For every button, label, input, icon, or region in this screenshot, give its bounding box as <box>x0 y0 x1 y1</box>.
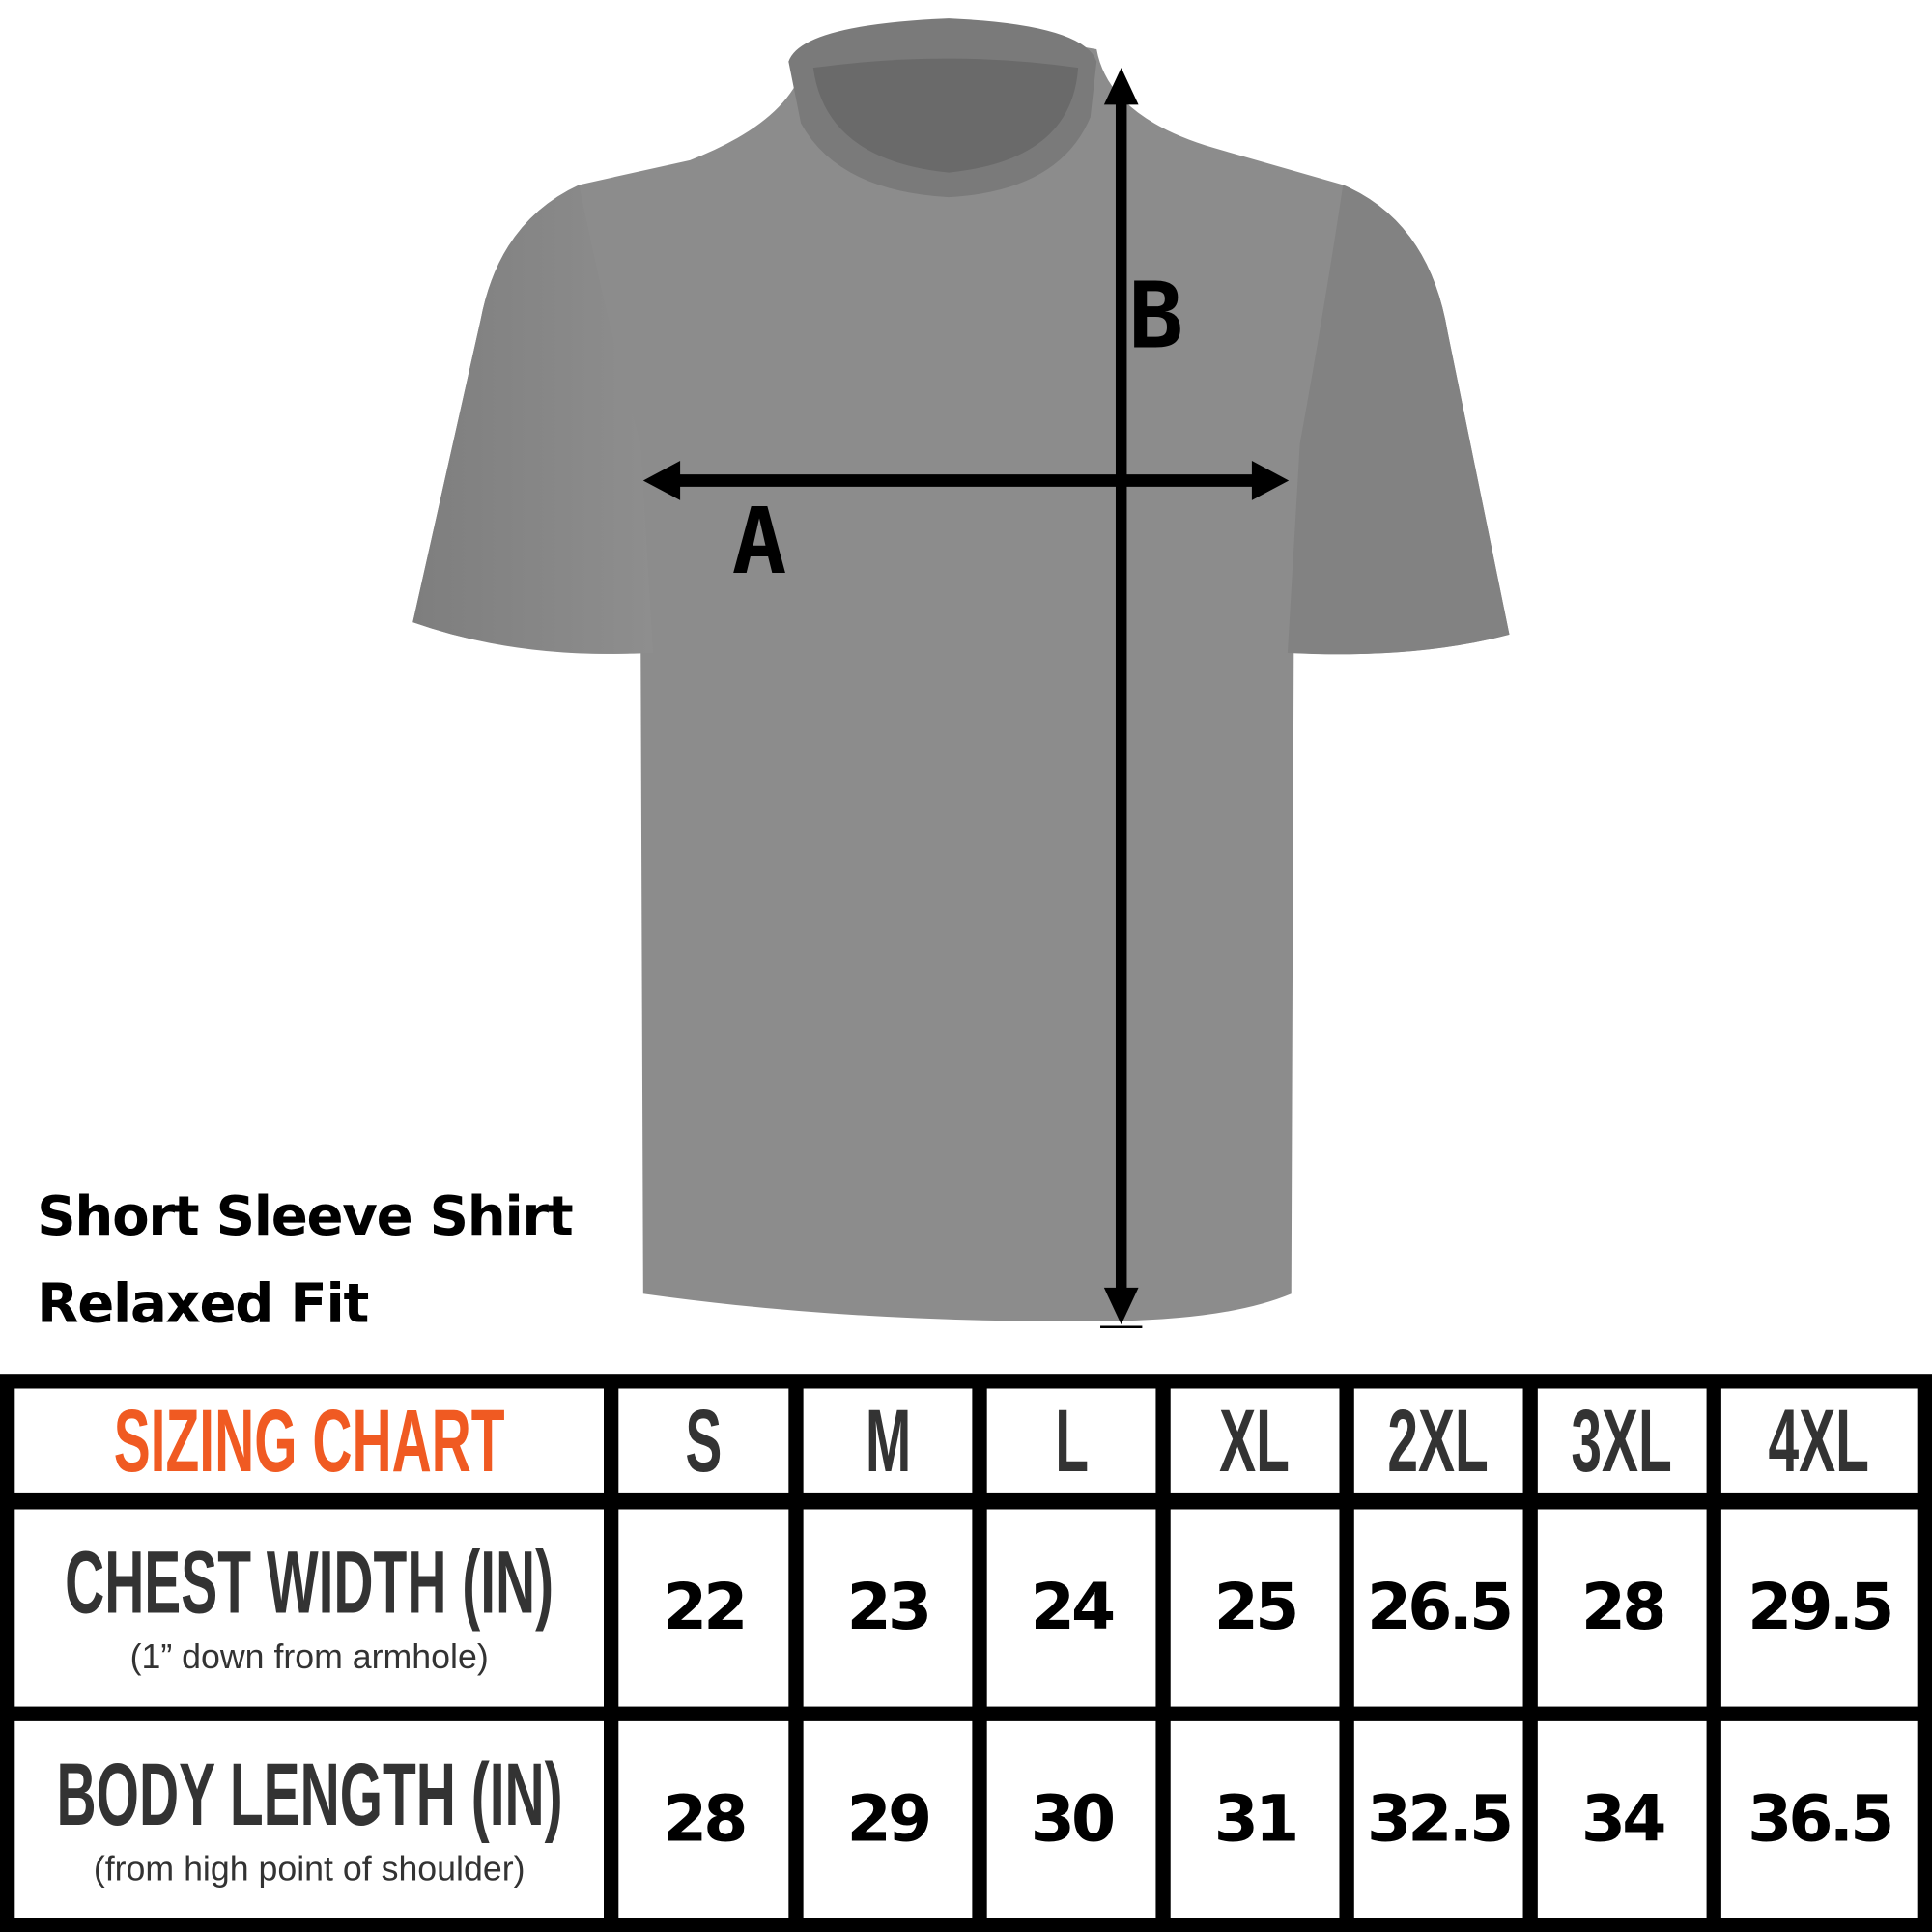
chest-value-cell: 25 <box>1170 1509 1340 1707</box>
sizing-chart-heading: SIZING CHART <box>113 1391 505 1491</box>
sizing-table: SIZING CHART S M L XL 2XL 3XL 4XL CHEST … <box>0 1374 1932 1932</box>
measure-b-arrow <box>1100 68 1143 1328</box>
chest-value: 24 <box>1030 1571 1117 1645</box>
chest-value: 22 <box>662 1571 749 1645</box>
measure-a-label: A <box>732 489 787 595</box>
length-value: 31 <box>1213 1782 1300 1858</box>
chest-value-cell: 24 <box>986 1509 1156 1707</box>
length-value-cell: 32.5 <box>1353 1720 1523 1918</box>
length-value-cell: 34 <box>1537 1720 1707 1918</box>
body-length-note: (from high point of shoulder) <box>93 1849 526 1889</box>
length-value: 34 <box>1580 1782 1667 1858</box>
size-header: M <box>803 1388 973 1493</box>
chest-value-cell: 26.5 <box>1353 1509 1523 1707</box>
size-label: 4XL <box>1769 1391 1870 1491</box>
chest-width-label-cell: CHEST WIDTH (IN) (1” down from armhole) <box>14 1509 604 1707</box>
chest-value: 28 <box>1580 1571 1667 1645</box>
size-header: XL <box>1170 1388 1340 1493</box>
product-title: Short Sleeve Shirt <box>37 1185 573 1249</box>
chest-value-cell: 23 <box>803 1509 973 1707</box>
chest-value-cell: 29.5 <box>1720 1509 1918 1707</box>
body-length-label-cell: BODY LENGTH (IN) (from high point of sho… <box>14 1720 604 1918</box>
right-sleeve <box>1287 185 1510 655</box>
shirt-body <box>412 37 1510 1321</box>
size-label: 3XL <box>1571 1391 1673 1491</box>
chest-value: 29.5 <box>1747 1571 1894 1645</box>
chest-width-note: (1” down from armhole) <box>129 1637 489 1676</box>
size-header: 3XL <box>1537 1388 1707 1493</box>
length-value-cell: 28 <box>618 1720 789 1918</box>
size-header: 2XL <box>1353 1388 1523 1493</box>
size-label: 2XL <box>1387 1391 1490 1491</box>
length-value-cell: 36.5 <box>1720 1720 1918 1918</box>
size-label: M <box>865 1391 911 1491</box>
size-label: XL <box>1219 1391 1291 1491</box>
size-header: S <box>618 1388 789 1493</box>
chest-value-cell: 28 <box>1537 1509 1707 1707</box>
chest-width-label: CHEST WIDTH (IN) <box>65 1534 554 1634</box>
chest-value: 25 <box>1213 1571 1300 1645</box>
size-label: L <box>1054 1391 1089 1491</box>
length-value-cell: 30 <box>986 1720 1156 1918</box>
length-value: 28 <box>662 1782 749 1858</box>
size-header: L <box>986 1388 1156 1493</box>
length-value-cell: 31 <box>1170 1720 1340 1918</box>
length-value: 36.5 <box>1747 1782 1894 1858</box>
length-value-cell: 29 <box>803 1720 973 1918</box>
size-label: S <box>685 1391 723 1491</box>
measure-a-arrow <box>642 461 1290 500</box>
chest-value: 23 <box>846 1571 933 1645</box>
size-header: 4XL <box>1720 1388 1918 1493</box>
fit-label: Relaxed Fit <box>37 1272 369 1336</box>
collar-inner <box>812 58 1079 173</box>
chest-value: 26.5 <box>1366 1571 1514 1645</box>
length-value: 30 <box>1030 1782 1117 1858</box>
body-length-label: BODY LENGTH (IN) <box>56 1746 563 1845</box>
length-value: 29 <box>846 1782 933 1858</box>
measure-b-label: B <box>1128 264 1183 370</box>
length-value: 32.5 <box>1366 1782 1514 1858</box>
left-sleeve <box>412 185 654 654</box>
sizing-chart-heading-cell: SIZING CHART <box>14 1388 604 1493</box>
chest-value-cell: 22 <box>618 1509 789 1707</box>
shirt-illustration: B A <box>412 18 1510 1328</box>
